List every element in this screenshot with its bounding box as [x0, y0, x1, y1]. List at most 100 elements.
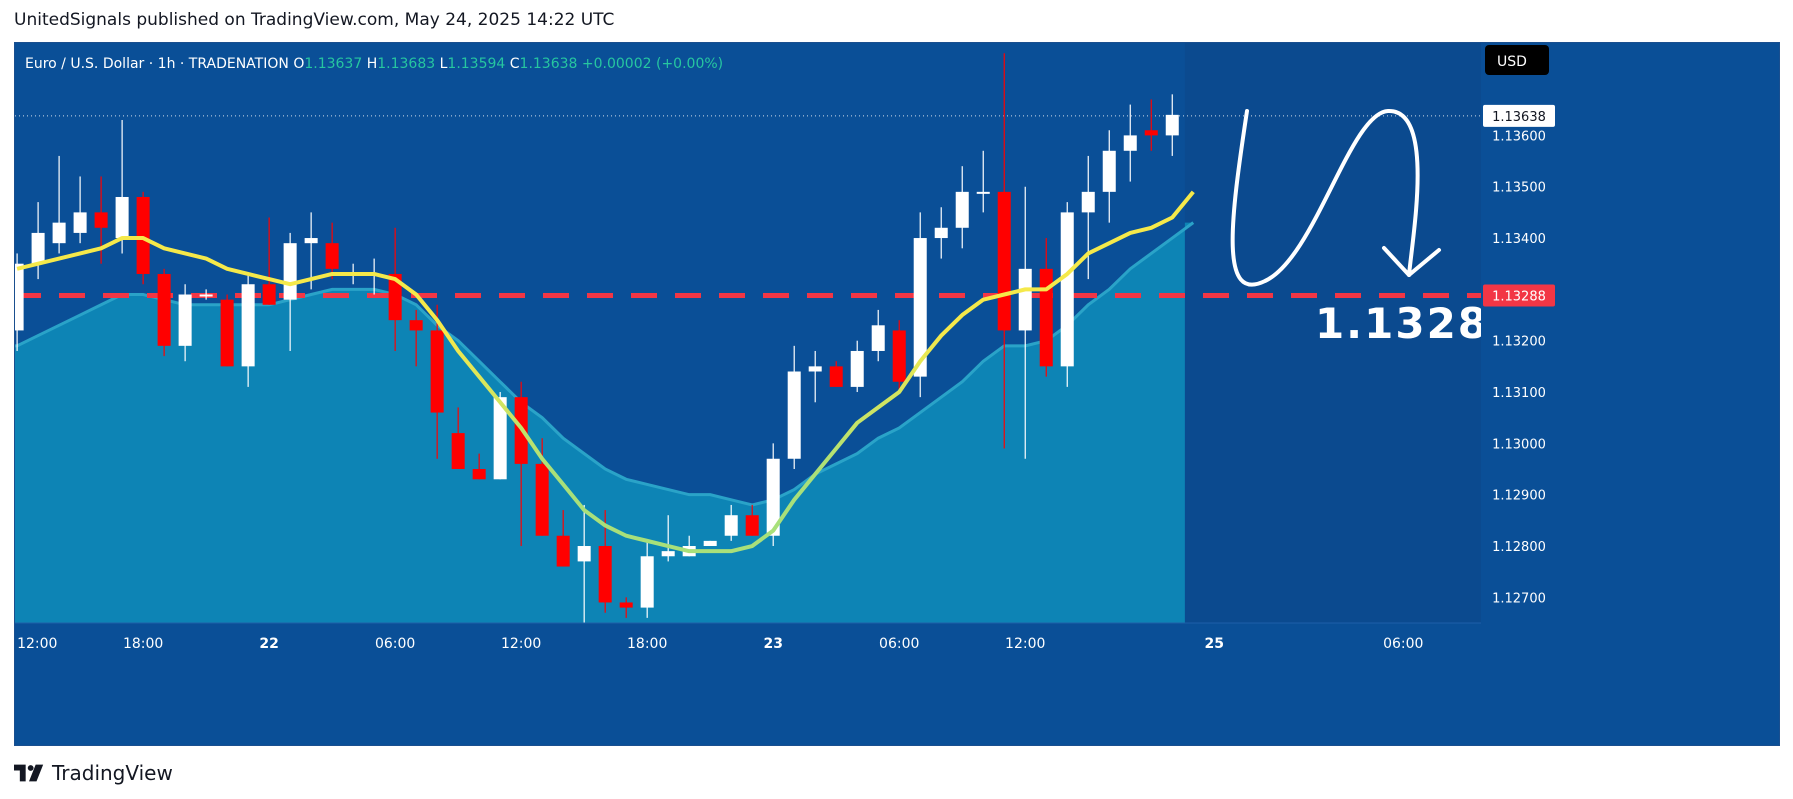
legend-l-label: L: [440, 56, 448, 72]
candle-body: [304, 238, 318, 244]
time-tick-label: 12:00: [17, 636, 57, 652]
legend-c-label: C: [510, 56, 520, 72]
candle-body: [1081, 191, 1095, 213]
price-tick-label: 1.13400: [1492, 232, 1546, 247]
candle-body: [745, 515, 759, 536]
legend-broker: TRADENATION: [188, 56, 289, 72]
tradingview-logo-icon: [14, 764, 44, 782]
candle-body: [178, 294, 192, 346]
candle-body: [73, 212, 87, 233]
price-axis[interactable]: [1481, 43, 1779, 623]
candle-body: [1144, 130, 1158, 136]
candle-body: [892, 330, 906, 382]
price-tick-label: 1.12700: [1492, 591, 1546, 606]
current-price-label: 1.13638: [1483, 104, 1555, 127]
time-tick-label: 12:00: [501, 636, 541, 652]
time-tick-label: 18:00: [627, 636, 667, 652]
footer-brand[interactable]: TradingView: [14, 760, 173, 786]
candle-body: [115, 196, 129, 239]
candle-body: [220, 299, 234, 367]
candle-body: [787, 371, 801, 459]
candle-body: [1018, 268, 1032, 331]
time-tick-label: 23: [763, 636, 782, 652]
candle-body: [10, 263, 24, 331]
candle-body: [283, 243, 297, 300]
candle-body: [829, 366, 843, 387]
legend-interval: 1h: [158, 56, 176, 72]
candle-body: [934, 227, 948, 239]
candle-body: [1060, 212, 1074, 367]
legend-low: 1.13594: [447, 56, 505, 72]
time-tick-label: 18:00: [123, 636, 163, 652]
legend-o-label: O: [293, 56, 304, 72]
future-zone: [1184, 43, 1481, 623]
candle-body: [766, 458, 780, 536]
candle-body: [598, 546, 612, 603]
footer-brand-text: TradingView: [52, 761, 173, 785]
candle-body: [640, 556, 654, 608]
target-annotation: 1.1328: [1315, 299, 1489, 348]
candle-body: [157, 273, 171, 346]
currency-button[interactable]: USD: [1485, 45, 1549, 75]
candle-body: [451, 433, 465, 470]
candle-body: [556, 535, 570, 567]
candlestick-chart[interactable]: 1.1328 1.12700 1.12800 1.12900 1.13000 1.131…: [4, 43, 1779, 745]
candle-body: [850, 350, 864, 387]
legend-high: 1.13683: [377, 56, 435, 72]
candle-body: [535, 463, 549, 536]
price-tick-label: 1.12800: [1492, 540, 1546, 555]
time-tick-label: 25: [1205, 636, 1224, 652]
candle-body: [52, 222, 66, 244]
price-tick-label: 1.13600: [1492, 129, 1546, 144]
candle-body: [136, 196, 150, 274]
candle-body: [808, 366, 822, 372]
candle-body: [913, 238, 927, 377]
time-tick-label: 06:00: [375, 636, 415, 652]
candle-body: [1039, 268, 1053, 367]
price-axis-labels: 1.12700 1.12800 1.12900 1.13000 1.13100 1.132…: [1492, 129, 1546, 606]
legend-close: 1.13638: [520, 56, 578, 72]
candle-body: [409, 320, 423, 331]
candle-body: [871, 325, 885, 351]
candle-body: [703, 540, 717, 547]
candle-body: [1102, 150, 1116, 192]
current-price-text: 1.13638: [1492, 110, 1546, 125]
legend-line: Euro / U.S. Dollar · 1h · TRADENATION O1…: [25, 56, 723, 72]
projection-arrow-curve: [1230, 108, 1420, 287]
candle-body: [619, 602, 633, 608]
target-price-label: 1.13288: [1483, 284, 1555, 307]
candle-body: [472, 469, 486, 480]
time-tick-label: 12:00: [1005, 636, 1045, 652]
price-tick-label: 1.13500: [1492, 181, 1546, 196]
currency-button-label[interactable]: USD: [1497, 54, 1527, 70]
price-tick-label: 1.12900: [1492, 489, 1546, 504]
candle-body: [1165, 114, 1179, 136]
legend-symbol: Euro / U.S. Dollar: [25, 56, 145, 72]
publisher-line: UnitedSignals published on TradingView.c…: [14, 10, 615, 30]
candle-body: [388, 273, 402, 321]
candle-body: [955, 191, 969, 228]
candle-body: [661, 551, 675, 557]
time-tick-label: 22: [259, 636, 278, 652]
time-axis[interactable]: [15, 623, 1481, 745]
projection-arrow-head: [1382, 246, 1441, 277]
time-tick-label: 06:00: [879, 636, 919, 652]
legend-change: +0.00002 (+0.00%): [582, 56, 723, 72]
ma-fast-line: [16, 190, 1195, 554]
legend-h-label: H: [367, 56, 378, 72]
candle-body: [577, 546, 591, 562]
candle-body: [493, 397, 507, 480]
candle-body: [262, 284, 276, 305]
candle-body: [976, 191, 990, 194]
time-axis-labels: 12:00 18:00 22 06:00 12:00 18:00 23 06:00 12:00 2…: [17, 636, 1423, 652]
price-tick-label: 1.13000: [1492, 437, 1546, 452]
candle-body: [94, 212, 108, 228]
candle-body: [997, 191, 1011, 331]
candle-body: [241, 284, 255, 367]
price-tick-label: 1.13200: [1492, 335, 1546, 350]
target-price-text: 1.13288: [1492, 290, 1546, 305]
candle-body: [325, 243, 339, 269]
chart-panel[interactable]: 1.1328 1.12700 1.12800 1.12900 1.13000 1.131…: [4, 42, 1780, 746]
legend-open: 1.13637: [304, 56, 362, 72]
candle-body: [724, 515, 738, 536]
